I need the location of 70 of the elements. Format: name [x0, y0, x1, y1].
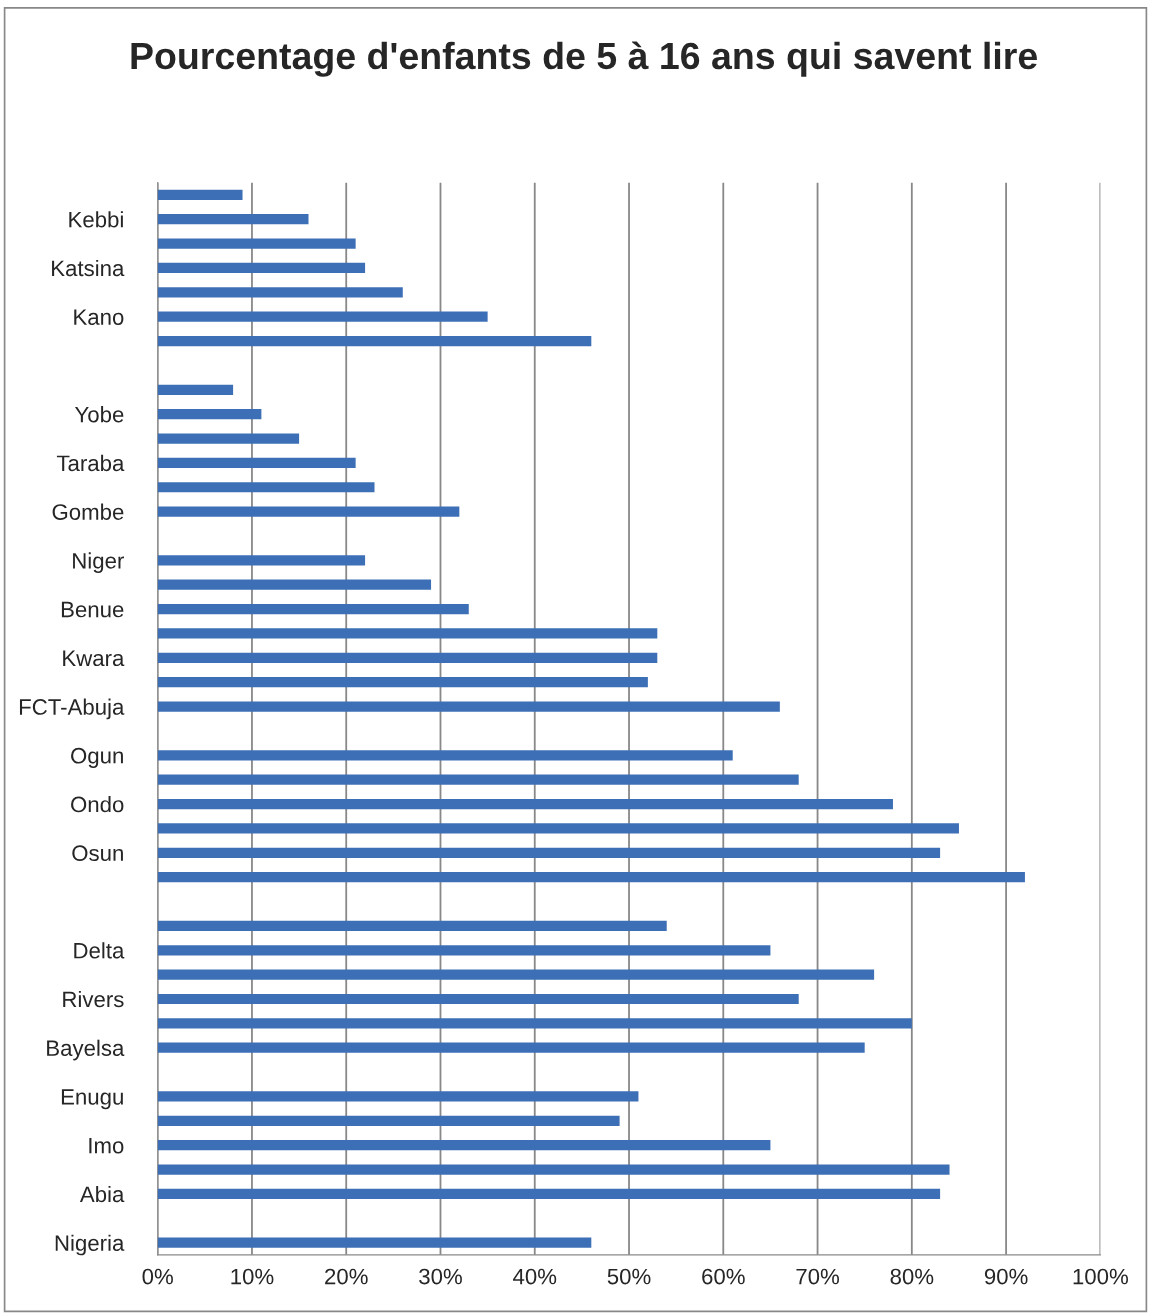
bar [157, 677, 648, 688]
bar [157, 506, 460, 517]
chart-title: Pourcentage d'enfants de 5 à 16 ans qui savent lire [131, 41, 1037, 77]
y-tick-label: Niger [73, 552, 124, 574]
x-tick-label: 50% [607, 1268, 651, 1285]
bar [157, 920, 667, 932]
bar [157, 652, 658, 663]
bar [157, 384, 234, 395]
x-tick-label: 70% [796, 1268, 839, 1285]
x-tick-label: 100% [1073, 1268, 1128, 1285]
bar [157, 1237, 592, 1248]
bar [157, 969, 875, 980]
y-tick-label: Taraba [56, 454, 125, 472]
bar [157, 993, 799, 1005]
y-tick-label: Kano [74, 309, 124, 325]
bar [157, 555, 366, 566]
x-tick-label: 20% [325, 1268, 368, 1285]
x-tick-label: 80% [890, 1268, 934, 1285]
bar [157, 628, 658, 639]
bar [157, 1042, 865, 1053]
bar [157, 262, 366, 274]
bar [157, 1091, 639, 1102]
bar [157, 214, 309, 225]
bar [157, 189, 243, 200]
bar [157, 287, 403, 298]
bar [157, 1188, 941, 1200]
x-tick-label: 60% [702, 1268, 745, 1285]
y-tick-label: Bayelsa [47, 1039, 125, 1061]
bar [157, 409, 262, 420]
bar [157, 457, 356, 468]
bar [157, 1115, 620, 1126]
y-tick-label: Ondo [71, 796, 124, 813]
x-tick-label: 0% [142, 1268, 173, 1285]
y-tick-label: FCT-Abuja [19, 698, 125, 720]
y-tick-label: Gombe [52, 503, 124, 520]
bar [157, 579, 432, 590]
bar [157, 847, 941, 858]
bar [157, 1164, 950, 1175]
bar [157, 311, 488, 322]
x-tick-label: 10% [231, 1268, 274, 1285]
bar [157, 945, 771, 956]
bar [157, 701, 780, 712]
y-tick-label: Enugu [61, 1089, 123, 1110]
bar [157, 482, 375, 493]
y-tick-label: Imo [89, 1137, 124, 1154]
x-tick-label: 40% [513, 1268, 557, 1285]
bar [157, 433, 300, 444]
y-tick-label: Kwara [63, 650, 125, 667]
y-tick-label: Katsina [52, 259, 125, 277]
y-tick-label: Ogun [71, 747, 123, 768]
y-tick-label: Delta [74, 942, 125, 959]
x-tick-label: 30% [419, 1268, 462, 1285]
y-tick-label: Abia [79, 1185, 125, 1203]
bar [157, 1018, 912, 1029]
bar [157, 872, 1025, 883]
bar [157, 335, 592, 347]
bar [157, 774, 799, 785]
y-tick-label: Nigeria [55, 1234, 125, 1256]
bar [157, 798, 893, 810]
bar [157, 750, 733, 761]
y-tick-label: Kebbi [69, 211, 123, 228]
y-tick-label: Yobe [74, 406, 124, 423]
bar [157, 823, 959, 834]
y-tick-label: Osun [72, 845, 123, 862]
bar [157, 1140, 771, 1151]
y-tick-label: Benue [61, 601, 124, 618]
bar [157, 238, 356, 249]
bar [157, 603, 469, 615]
x-tick-label: 90% [984, 1268, 1028, 1285]
y-tick-label: Rivers [63, 990, 124, 1008]
